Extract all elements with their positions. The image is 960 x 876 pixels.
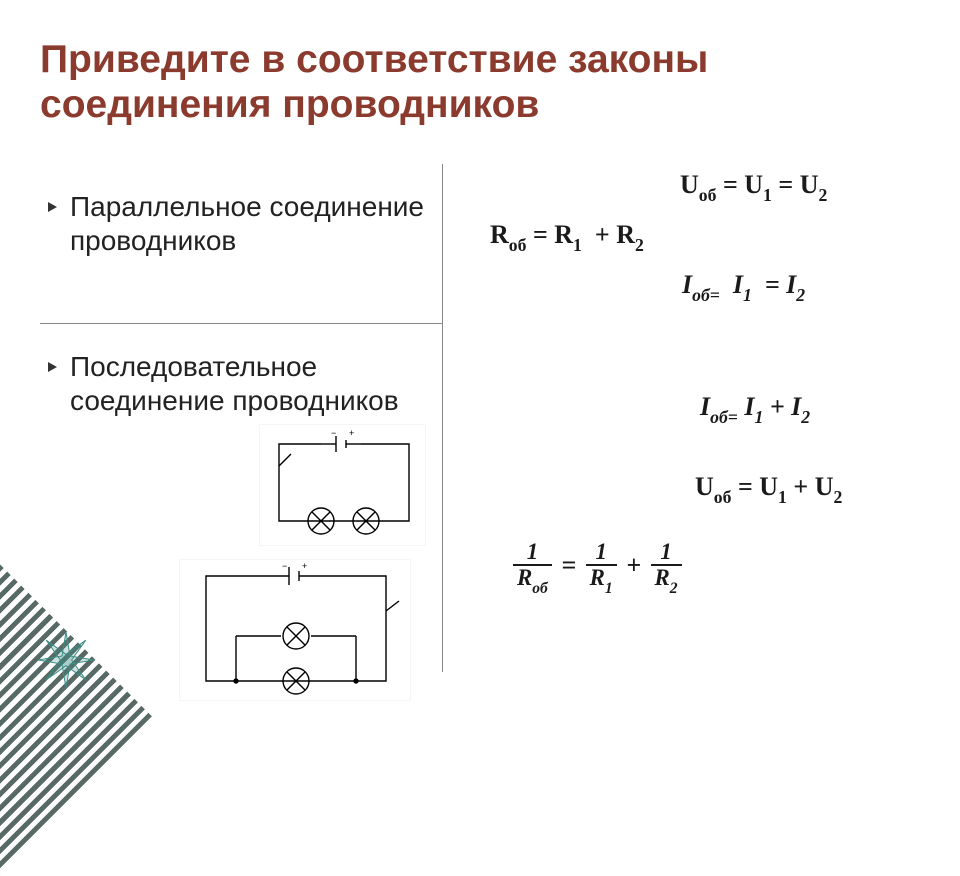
- star-icon: [36, 630, 96, 690]
- formula-I-equals: Iоб= I1 = I2: [682, 270, 805, 304]
- svg-text:−: −: [282, 561, 287, 571]
- svg-text:+: +: [302, 561, 307, 571]
- formula-R-sum: Rоб = R1 + R2: [490, 220, 644, 254]
- svg-text:−: −: [331, 428, 336, 438]
- formula-R-reciprocal: 1Rоб = 1R1 + 1R2: [510, 540, 685, 595]
- circuit-parallel-diagram: − +: [180, 560, 410, 700]
- slide-title: Приведите в соответствие законы соединен…: [40, 38, 920, 128]
- horizontal-divider: [40, 323, 442, 324]
- bullet-parallel: Параллельное соединение проводников: [70, 190, 440, 257]
- formula-U-equals: Uоб = U1 = U2: [680, 170, 827, 204]
- circuit-series-diagram: − +: [260, 425, 425, 545]
- corner-hatch-decoration: [0, 564, 156, 875]
- formula-I-sum: Iоб= I1 + I2: [700, 392, 810, 426]
- formula-U-sum: Uоб = U1 + U2: [695, 472, 842, 506]
- svg-text:+: +: [349, 428, 354, 438]
- vertical-divider: [442, 164, 443, 672]
- bullet-series: Последовательное соединение проводников: [70, 350, 440, 417]
